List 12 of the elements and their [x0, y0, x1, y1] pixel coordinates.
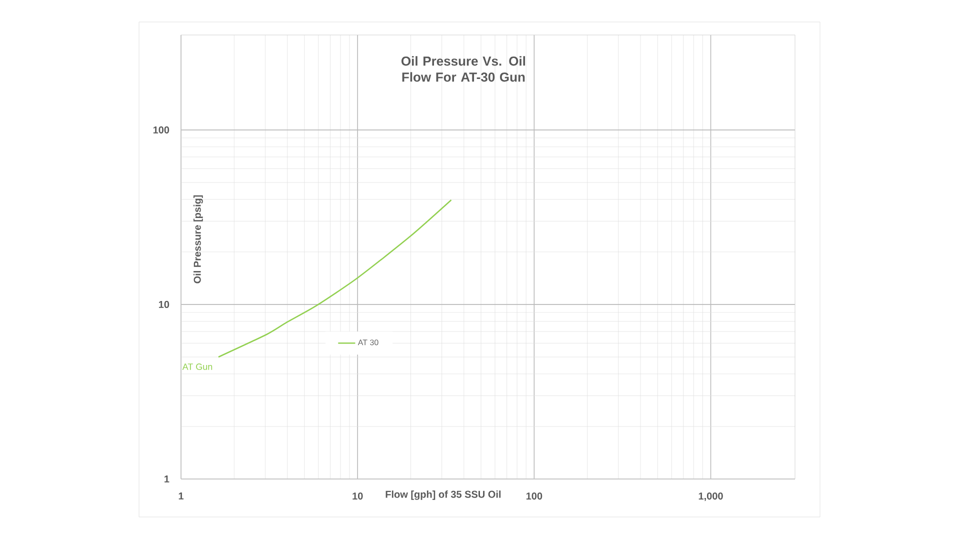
x-tick-label: 1 [178, 492, 184, 500]
x-tick-label: 10 [352, 492, 363, 500]
y-tick-label: 100 [153, 126, 170, 134]
y-tick-label: 1 [164, 476, 170, 482]
x-axis-title: Flow [gph] of 35 SSU Oil [386, 490, 501, 500]
text: Oil Pressure Vs. Oil Flow For AT-30 Gun [401, 56, 526, 82]
x-tick-label: 100 [526, 492, 542, 500]
annotation: AT Gun [182, 364, 212, 370]
x-tick-label: 1,000 [698, 492, 723, 502]
y-axis-title: Oil Pressure [psig] [194, 195, 203, 284]
legend-label: AT 30 [358, 340, 378, 346]
y-tick-label: 10 [158, 300, 170, 308]
